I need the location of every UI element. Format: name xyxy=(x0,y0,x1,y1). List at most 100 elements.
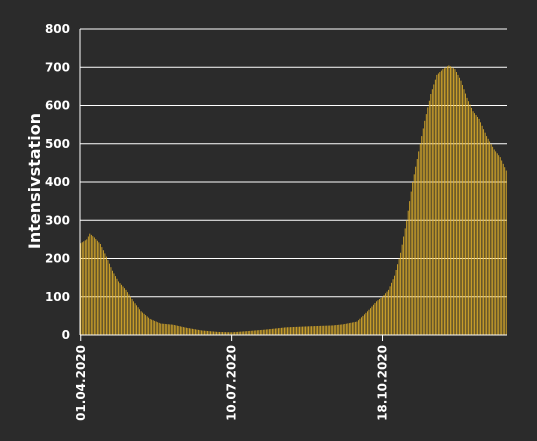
bar xyxy=(294,326,296,335)
bar xyxy=(474,113,475,336)
bar xyxy=(124,288,125,335)
bar xyxy=(296,326,297,335)
bar xyxy=(407,210,409,335)
bar xyxy=(454,69,456,335)
bar xyxy=(305,326,306,335)
bar xyxy=(207,330,208,335)
bar xyxy=(274,328,276,335)
y-tick-label: 600 xyxy=(45,99,70,113)
bar xyxy=(211,331,213,335)
bar xyxy=(498,155,500,335)
bar xyxy=(315,326,317,335)
bar xyxy=(353,322,355,335)
bar xyxy=(182,327,184,335)
bar xyxy=(234,332,236,335)
bar xyxy=(326,325,328,335)
bar xyxy=(436,74,438,336)
bar xyxy=(229,332,231,335)
bar xyxy=(489,141,491,335)
bar xyxy=(109,263,110,335)
bar xyxy=(415,166,417,335)
bar xyxy=(256,330,258,335)
bar xyxy=(480,122,482,335)
bar xyxy=(99,243,101,335)
bar xyxy=(217,331,219,335)
bar xyxy=(422,128,424,335)
bar xyxy=(282,327,284,335)
bar xyxy=(386,291,388,335)
bar xyxy=(317,325,319,335)
bar xyxy=(128,294,130,335)
x-tick-label: 18.10.2020 xyxy=(376,345,390,421)
bar xyxy=(278,328,279,335)
bar xyxy=(136,305,137,335)
bar xyxy=(155,321,157,335)
bar xyxy=(255,330,257,335)
bar xyxy=(262,329,264,335)
bar xyxy=(373,304,374,335)
bar xyxy=(273,328,275,335)
bar xyxy=(385,293,386,335)
bar xyxy=(299,326,300,335)
bar xyxy=(359,318,361,335)
bar xyxy=(374,303,376,335)
bar xyxy=(127,292,128,335)
bar xyxy=(400,252,402,335)
bar xyxy=(462,84,463,335)
bar xyxy=(160,323,162,335)
bar xyxy=(309,326,311,335)
bar xyxy=(425,114,427,335)
bar xyxy=(290,327,291,335)
bar xyxy=(357,320,359,335)
bar xyxy=(285,327,287,335)
bar xyxy=(250,330,252,335)
bar xyxy=(314,326,316,335)
bar xyxy=(133,301,134,335)
bar xyxy=(291,327,293,335)
bar xyxy=(394,275,396,335)
y-tick-label: 200 xyxy=(45,252,70,266)
bar xyxy=(499,157,501,335)
bar xyxy=(439,72,441,335)
bar xyxy=(202,330,204,335)
bar xyxy=(460,80,462,335)
bar xyxy=(338,324,340,335)
y-tick-label: 500 xyxy=(45,137,70,151)
bar xyxy=(264,329,266,335)
bar xyxy=(237,331,239,335)
bar xyxy=(341,324,343,335)
y-tick-label: 800 xyxy=(45,22,70,36)
bar xyxy=(382,296,383,335)
y-tick-label: 100 xyxy=(45,290,70,304)
bar xyxy=(243,331,245,335)
bar xyxy=(446,66,448,335)
bar xyxy=(240,331,242,335)
bar xyxy=(188,328,190,335)
bar xyxy=(102,250,104,335)
bar xyxy=(302,326,303,335)
bar xyxy=(329,325,331,335)
bar xyxy=(356,321,358,335)
x-tick-label: 10.07.2020 xyxy=(225,345,239,421)
bar xyxy=(113,273,115,335)
bar xyxy=(288,327,290,335)
bar xyxy=(344,323,346,335)
bar xyxy=(370,308,371,335)
bar xyxy=(157,322,159,335)
bar xyxy=(469,104,471,335)
bar xyxy=(281,327,282,335)
bar xyxy=(196,329,198,335)
bar xyxy=(308,326,309,335)
bar xyxy=(424,120,426,335)
bar xyxy=(146,316,148,335)
bar xyxy=(276,328,278,335)
bar xyxy=(404,228,406,335)
bar xyxy=(421,136,423,335)
bar xyxy=(265,329,267,335)
bar xyxy=(434,79,436,336)
bar xyxy=(466,97,468,335)
bar xyxy=(96,240,98,335)
bar xyxy=(472,111,474,336)
